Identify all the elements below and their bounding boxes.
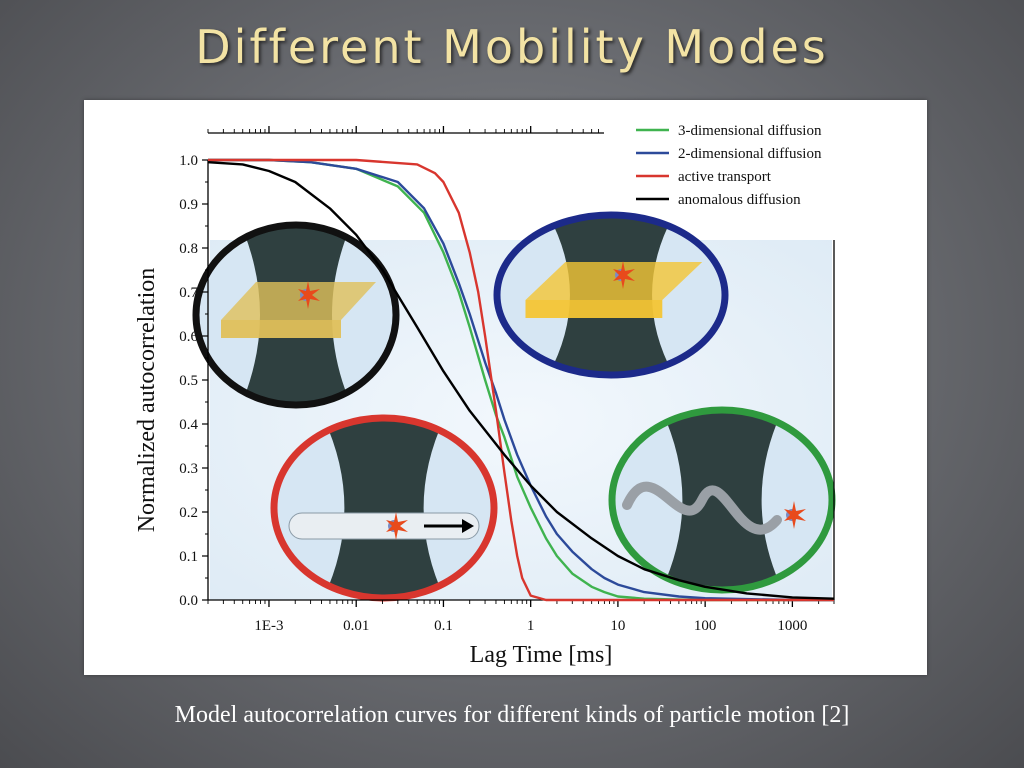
legend-label-active: active transport — [678, 169, 772, 185]
membrane-slab-top — [525, 262, 703, 300]
chart-svg: 0.0 0.1 0.2 0.3 0.4 0.5 0.6 0.7 0.8 0.9 1.0 1E-3 0.0… — [134, 123, 836, 668]
x-tick-label: 1 — [527, 618, 535, 634]
inset-ring — [192, 221, 400, 409]
series-line-3d — [208, 158, 834, 602]
series-line-active — [208, 158, 834, 602]
inset-content — [525, 215, 703, 375]
legend-label-3d: 3-dimensional diffusion — [678, 123, 822, 139]
y-tick-label: 0.4 — [179, 417, 198, 433]
series-line-2d — [208, 158, 834, 602]
microtubule-tube — [288, 512, 480, 540]
x-tick-label: 10 — [610, 618, 625, 634]
fluorophore-burst — [298, 281, 320, 309]
x-tick-label: 1000 — [777, 618, 807, 634]
fluorophore-burst — [386, 512, 408, 540]
y-tick-label: 0.6 — [179, 329, 198, 345]
arrow-head — [462, 519, 474, 533]
membrane-slab-side — [525, 300, 663, 318]
membrane-diffusion-blue-inset — [493, 211, 729, 379]
legend-label-2d: 2-dimensional diffusion — [678, 146, 822, 162]
x-tick-label: 100 — [694, 618, 717, 634]
fluorophore-burst — [613, 261, 635, 289]
inset-content — [288, 418, 480, 598]
legend-layer: 3-dimensional diffusion 2-dimensional dif… — [636, 123, 822, 208]
active-transport-red-inset — [270, 414, 498, 602]
inset-ring — [270, 414, 498, 602]
y-tick-label: 0.3 — [179, 461, 198, 477]
y-tick-label: 1.0 — [179, 153, 198, 169]
series-line-anomalous — [207, 161, 835, 600]
x-axis-title: Lag Time [ms] — [470, 642, 613, 668]
chart-figure: 0.0 0.1 0.2 0.3 0.4 0.5 0.6 0.7 0.8 0.9 1.0 1E-3 0.0… — [84, 100, 927, 675]
membrane-slab-top — [221, 282, 376, 320]
y-tick-label: 0.8 — [179, 241, 198, 257]
y-tick-label: 0.7 — [179, 285, 198, 301]
3d-diffusion-green-inset — [608, 406, 836, 594]
y-tick-label: 0.1 — [179, 549, 198, 565]
y-axis-title: Normalized autocorrelation — [134, 268, 160, 533]
focal-volume-shape — [323, 418, 445, 598]
polymer-chain — [622, 481, 782, 535]
x-tick-label: 0.1 — [434, 618, 453, 634]
x-tick-label: 0.01 — [343, 618, 369, 634]
membrane-slab-side — [221, 320, 341, 338]
slide-caption: Model autocorrelation curves for differe… — [174, 702, 850, 728]
inset-layer — [192, 211, 836, 602]
x-tick-label: 1E-3 — [254, 618, 283, 634]
inset-content — [622, 410, 806, 590]
y-tick-label: 0.0 — [179, 593, 198, 609]
y-tick-label: 0.2 — [179, 505, 198, 521]
y-tick-label: 0.5 — [179, 373, 198, 389]
legend-label-anomalous: anomalous diffusion — [678, 192, 801, 208]
membrane-diffusion-black-inset — [192, 221, 400, 409]
y-tick-label: 0.9 — [179, 197, 198, 213]
inset-ring — [493, 211, 729, 379]
slide-title: Different Mobility Modes — [195, 20, 829, 74]
series-layer — [207, 158, 835, 602]
fluorophore-burst — [784, 501, 806, 529]
inset-content — [221, 225, 376, 405]
